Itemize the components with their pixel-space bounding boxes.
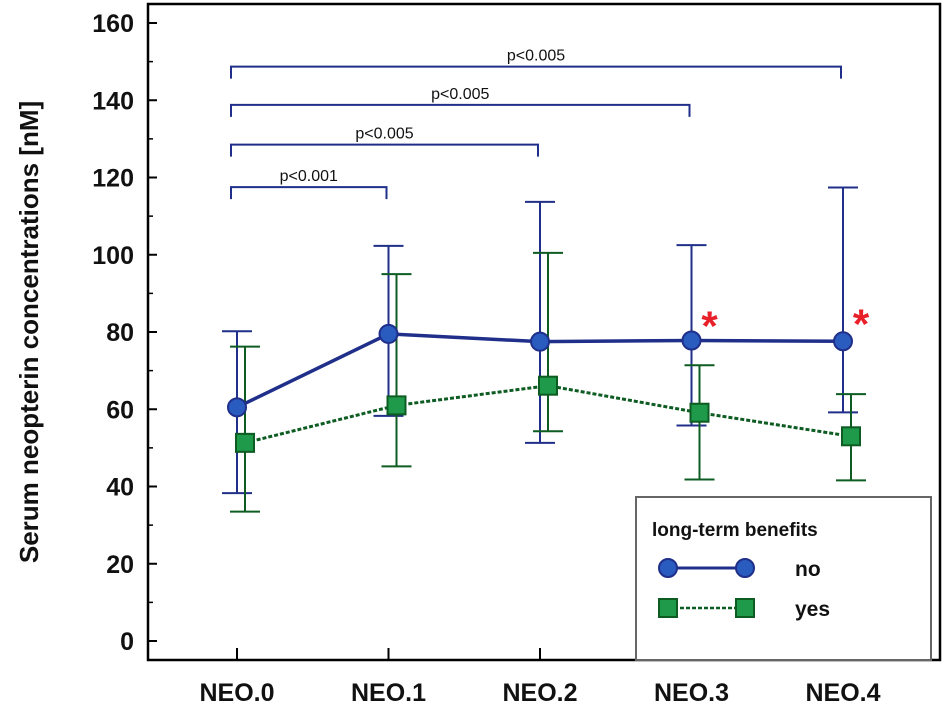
y-tick-label: 80 bbox=[106, 319, 134, 347]
x-tick-label: NEO.3 bbox=[654, 679, 729, 707]
y-tick-label: 140 bbox=[92, 87, 134, 115]
marker-no bbox=[681, 330, 702, 351]
legend-marker-no bbox=[735, 558, 755, 578]
marker-yes bbox=[538, 375, 558, 396]
legend-label-no: no bbox=[795, 558, 821, 581]
marker-yes bbox=[689, 402, 710, 423]
significance-brackets: p<0.001 p<0.005 p<0.005 p<0.005 bbox=[230, 48, 842, 200]
marker-yes bbox=[841, 426, 861, 447]
y-tick-label: 120 bbox=[92, 165, 134, 193]
significance-star: * bbox=[701, 302, 718, 349]
legend: long-term benefits no yes bbox=[635, 496, 932, 661]
significance-bracket bbox=[230, 65, 842, 79]
significance-label: p<0.005 bbox=[431, 86, 489, 103]
legend-label-yes: yes bbox=[795, 598, 830, 621]
marker-yes bbox=[386, 395, 407, 416]
significance-bracket bbox=[230, 186, 388, 200]
legend-marker-no bbox=[658, 558, 678, 578]
y-tick-label: 60 bbox=[106, 396, 134, 424]
legend-marker-yes bbox=[735, 598, 755, 618]
error-bars bbox=[222, 186, 866, 513]
significance-label: p<0.001 bbox=[280, 168, 338, 185]
marker-no bbox=[530, 331, 550, 352]
x-tick-label: NEO.2 bbox=[502, 679, 577, 707]
x-tick-label: NEO.0 bbox=[199, 679, 274, 707]
x-axis: NEO.0 NEO.1 NEO.2 NEO.3 NEO.4 bbox=[199, 648, 881, 707]
significance-stars: * * bbox=[701, 300, 870, 349]
x-tick-label: NEO.1 bbox=[351, 679, 426, 707]
y-tick-label: 20 bbox=[106, 551, 134, 579]
y-axis-label: Serum neopterin concentrations [nM] bbox=[14, 101, 44, 563]
x-tick-label: NEO.4 bbox=[805, 679, 880, 707]
marker-no bbox=[227, 397, 247, 418]
y-tick-label: 0 bbox=[120, 628, 134, 656]
significance-label: p<0.005 bbox=[507, 48, 565, 65]
significance-label: p<0.005 bbox=[355, 126, 413, 143]
y-tick-label: 160 bbox=[92, 10, 134, 38]
marker-no bbox=[378, 323, 399, 344]
significance-bracket bbox=[230, 143, 539, 157]
marker-no bbox=[833, 331, 853, 352]
y-tick-label: 100 bbox=[92, 242, 134, 270]
y-axis: 0 20 40 60 80 100 120 140 160 bbox=[92, 10, 157, 656]
significance-bracket bbox=[230, 103, 691, 117]
marker-yes bbox=[235, 432, 255, 453]
legend-box bbox=[635, 496, 932, 661]
y-tick-label: 40 bbox=[106, 474, 134, 502]
series-markers bbox=[227, 323, 861, 453]
legend-marker-yes bbox=[658, 598, 678, 618]
legend-title: long-term benefits bbox=[652, 520, 818, 541]
significance-star: * bbox=[853, 300, 870, 347]
